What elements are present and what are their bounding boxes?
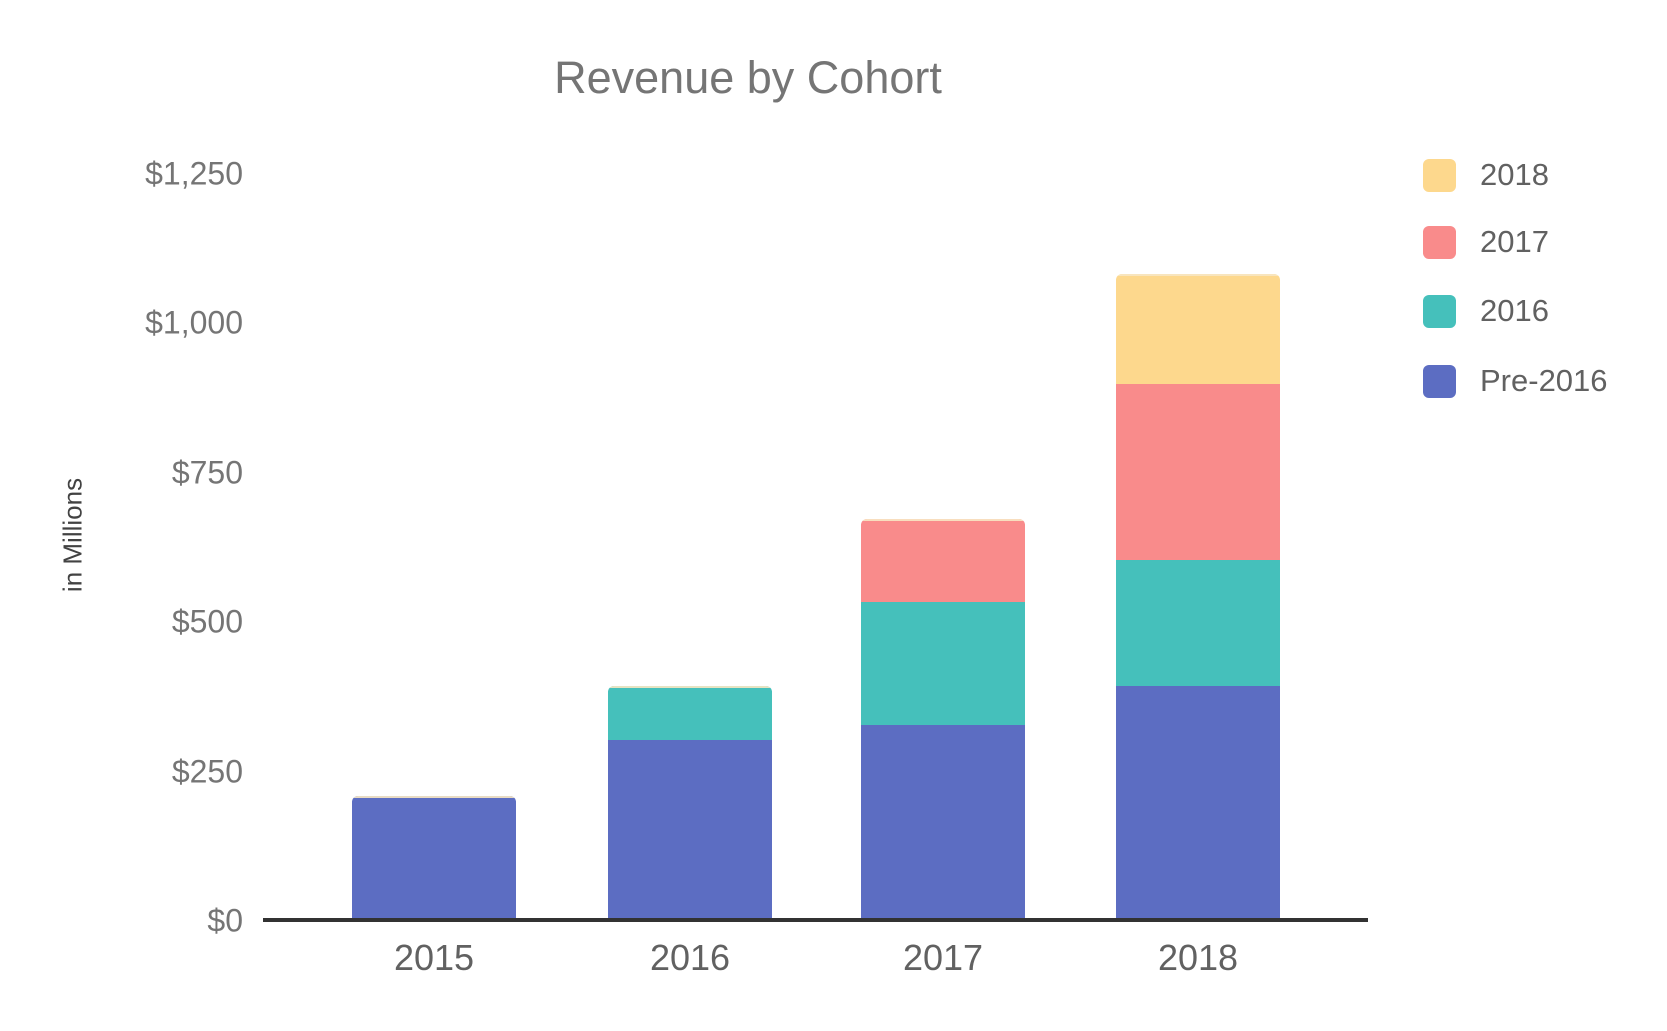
bar-segment-2018-2018[interactable]	[1116, 273, 1280, 385]
chart-title: Revenue by Cohort	[554, 52, 942, 103]
legend-label: 2018	[1480, 157, 1549, 192]
y-tick-label: $0	[207, 902, 243, 939]
y-tick-label: $1,250	[145, 155, 243, 192]
x-axis-line	[263, 918, 1368, 922]
legend-swatch-2018	[1423, 158, 1456, 192]
bar-cap-line	[1116, 273, 1280, 276]
y-tick-label: $750	[171, 454, 243, 491]
x-tick-label-2018: 2018	[1157, 937, 1239, 978]
bar-2015	[352, 796, 516, 919]
bar-segment-2016-2016[interactable]	[608, 685, 772, 740]
x-tick-label-2017: 2017	[902, 937, 984, 978]
bar-segment-Pre-2016-2017[interactable]	[861, 724, 1025, 919]
x-tick-label-2016: 2016	[649, 937, 731, 978]
y-tick-label: $1,000	[145, 304, 243, 341]
bar-segment-2016-2017[interactable]	[861, 602, 1025, 725]
legend-swatch-Pre-2016	[1423, 364, 1456, 398]
bar-segment-2017-2018[interactable]	[1116, 384, 1280, 561]
legend-label: 2016	[1480, 293, 1549, 328]
bar-segment-Pre-2016-2016[interactable]	[608, 739, 772, 919]
legend-item-2017: 2017	[1423, 224, 1549, 260]
bar-segment-2017-2017[interactable]	[861, 518, 1025, 603]
bar-cap-line	[861, 518, 1025, 521]
legend-swatch-2016	[1423, 294, 1456, 328]
legend-label: 2017	[1480, 224, 1549, 259]
bar-2017	[861, 518, 1025, 919]
y-tick-label: $500	[171, 603, 243, 640]
legend-swatch-2017	[1423, 225, 1456, 259]
legend-label: Pre-2016	[1480, 363, 1608, 398]
x-tick-label-2015: 2015	[393, 937, 475, 978]
legend-item-Pre-2016: Pre-2016	[1423, 363, 1608, 399]
bar-cap-line	[352, 796, 516, 799]
y-tick-label: $250	[171, 753, 243, 790]
bar-segment-2016-2018[interactable]	[1116, 560, 1280, 686]
legend-item-2016: 2016	[1423, 293, 1549, 329]
bar-segment-Pre-2016-2015[interactable]	[352, 796, 516, 919]
bar-cap-line	[608, 685, 772, 688]
bar-segment-Pre-2016-2018[interactable]	[1116, 685, 1280, 919]
y-axis-title: in Millions	[57, 477, 88, 593]
bar-2018	[1116, 273, 1280, 919]
bar-2016	[608, 685, 772, 919]
legend-item-2018: 2018	[1423, 157, 1549, 193]
